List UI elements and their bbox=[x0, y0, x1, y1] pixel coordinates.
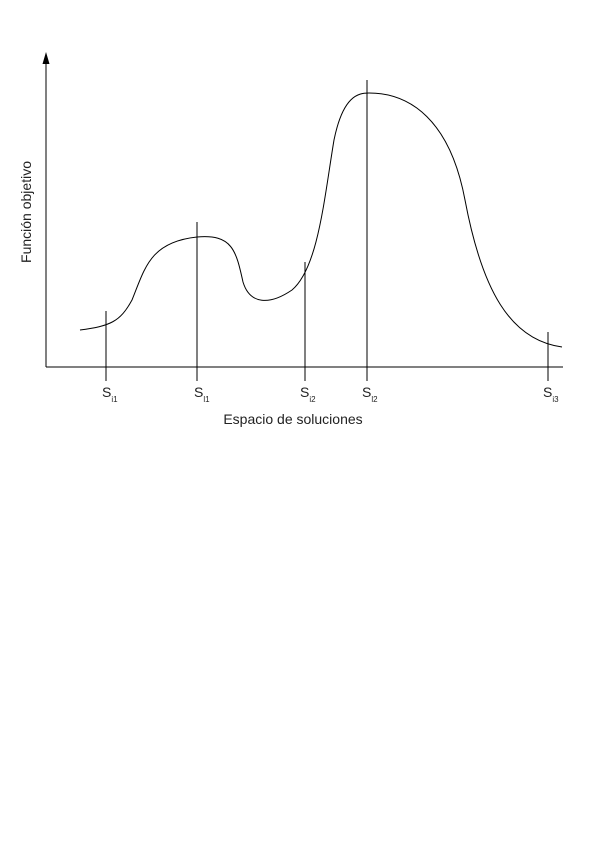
marker-main-sl1: S bbox=[194, 384, 203, 400]
marker-main-si1: S bbox=[102, 384, 111, 400]
marker-sub-si3: i3 bbox=[552, 395, 559, 404]
marker-label-si1: Si1 bbox=[102, 384, 118, 404]
marker-main-sl2: S bbox=[362, 384, 371, 400]
objective-function-curve bbox=[79, 92, 563, 348]
marker-sub-sl2: l2 bbox=[371, 395, 378, 404]
marker-sub-si1: i1 bbox=[111, 395, 118, 404]
y-axis-label: Función objetivo bbox=[18, 161, 34, 263]
marker-label-sl2: Sl2 bbox=[362, 384, 378, 404]
marker-sub-si2: i2 bbox=[309, 395, 316, 404]
marker-label-sl1: Sl1 bbox=[194, 384, 210, 404]
marker-label-si2: Si2 bbox=[300, 384, 316, 404]
x-axis-label: Espacio de soluciones bbox=[223, 411, 362, 427]
y-axis-arrowhead bbox=[42, 52, 50, 64]
marker-sub-sl1: l1 bbox=[203, 395, 210, 404]
marker-main-si2: S bbox=[300, 384, 309, 400]
marker-label-si3: Si3 bbox=[543, 384, 559, 404]
marker-main-si3: S bbox=[543, 384, 552, 400]
